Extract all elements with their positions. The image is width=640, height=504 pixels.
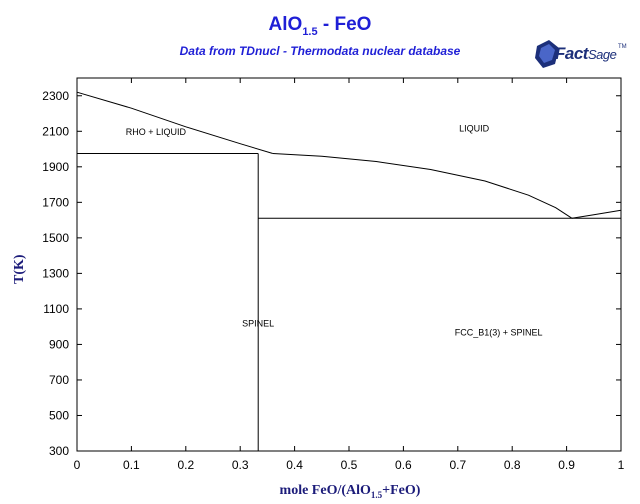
y-tick-label: 1100 [43,302,69,316]
x-tick-label: 0.9 [558,458,575,472]
region-label: SPINEL [242,319,274,329]
phase-boundary-line [571,209,622,219]
logo-sub-text: Sage [587,47,617,62]
title-rest: - FeO [317,14,372,35]
region-labels: RHO + LIQUID LIQUID SPINEL FCC_B1(3) + SPIN… [126,123,543,337]
x-axis: 0 0.1 0.2 0.3 0.4 0.5 0.6 0.7 0.8 0.9 1 [74,78,625,472]
y-tick-label: 1300 [42,266,69,280]
x-tick-label: 0.5 [341,458,358,472]
y-tick-label: 2300 [42,89,69,103]
y-tick-label: 500 [49,408,69,422]
region-label: FCC_B1(3) + SPINEL [455,328,543,338]
y-tick-label: 1900 [42,160,69,174]
factsage-logo: FactSage TM [535,38,627,72]
phase-boundary-line [272,153,573,219]
x-tick-label: 1 [618,458,625,472]
region-label: RHO + LIQUID [126,127,187,137]
x-tick-label: 0.2 [177,458,194,472]
title-subscript: 1.5 [302,25,318,38]
phase-boundaries [76,91,622,451]
chart-title: AlO1.5 - FeO [0,14,640,38]
chart-subtitle: Data from TDnucl - Thermodata nuclear da… [179,44,461,58]
logo-main-text: Fact [555,44,588,63]
y-tick-label: 900 [49,337,69,351]
x-tick-label: 0.8 [504,458,521,472]
region-label: LIQUID [459,123,490,133]
y-tick-label: 700 [49,373,69,387]
phase-boundary-line [76,91,273,154]
x-tick-label: 0.1 [123,458,140,472]
x-tick-label: 0 [74,458,81,472]
y-tick-label: 2100 [42,124,69,138]
x-tick-label: 0.3 [232,458,249,472]
x-tick-label: 0.4 [286,458,303,472]
y-tick-label: 300 [49,444,69,458]
y-axis-label: T(K) [12,254,27,284]
y-tick-label: 1700 [42,195,69,209]
y-axis-label-wrap: T(K) [12,254,32,344]
x-axis-label-pre: mole FeO/(AlO [279,483,371,498]
x-axis-label-post: +FeO) [382,483,421,498]
title-main: AlO [268,14,303,35]
y-axis: 300 500 700 900 1100 1300 1500 1700 1900 2100 2300 [42,89,621,458]
x-axis-label: mole FeO/(AlO1.5+FeO) [0,483,640,500]
logo-tm: TM [618,44,627,50]
x-axis-label-sub: 1.5 [370,489,383,500]
logo-text: FactSage [555,44,617,64]
factsage-logo-icon [535,40,559,68]
x-tick-label: 0.7 [449,458,466,472]
y-tick-label: 1500 [42,231,69,245]
x-tick-label: 0.6 [395,458,412,472]
